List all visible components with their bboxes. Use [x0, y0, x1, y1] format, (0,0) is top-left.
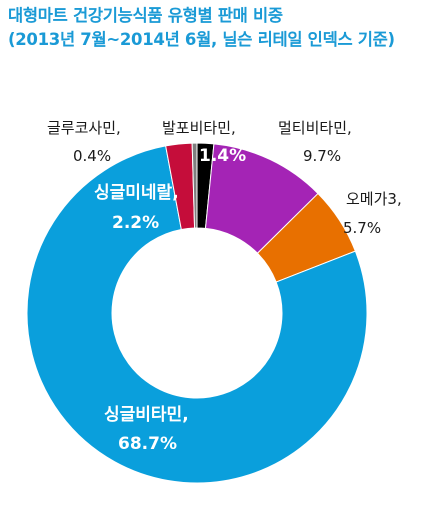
slice-2-value-label: 5.7% [343, 219, 381, 237]
donut-slice-5 [191, 142, 198, 229]
slice-3-value-label: 68.7% [118, 434, 177, 454]
slice-0-value-label: 1.4% [199, 146, 246, 166]
chart-title-line-2: (2013년 7월~2014년 6월, 닐슨 리테일 인덱스 기준) [8, 30, 395, 49]
slice-2-name-label: 오메가3, [346, 190, 402, 208]
slice-5-name-label: 글루코사민, [47, 119, 121, 137]
slice-4-name-label: 싱글미네랄, [94, 183, 179, 203]
slice-1-value-label: 9.7% [303, 147, 341, 165]
donut-slice-3 [26, 145, 368, 484]
slice-0-name-label: 발포비타민, [162, 119, 236, 137]
chart-title-line-1: 대형마트 건강기능식품 유형별 판매 비중 [8, 6, 283, 25]
slice-1-name-label: 멀티비타민, [278, 119, 352, 137]
slice-4-value-label: 2.2% [112, 213, 159, 233]
slice-5-value-label: 0.4% [73, 147, 111, 165]
chart-title: 대형마트 건강기능식품 유형별 판매 비중 (2013년 7월~2014년 6월… [8, 4, 395, 52]
slice-3-name-label: 싱글비타민, [104, 405, 189, 425]
